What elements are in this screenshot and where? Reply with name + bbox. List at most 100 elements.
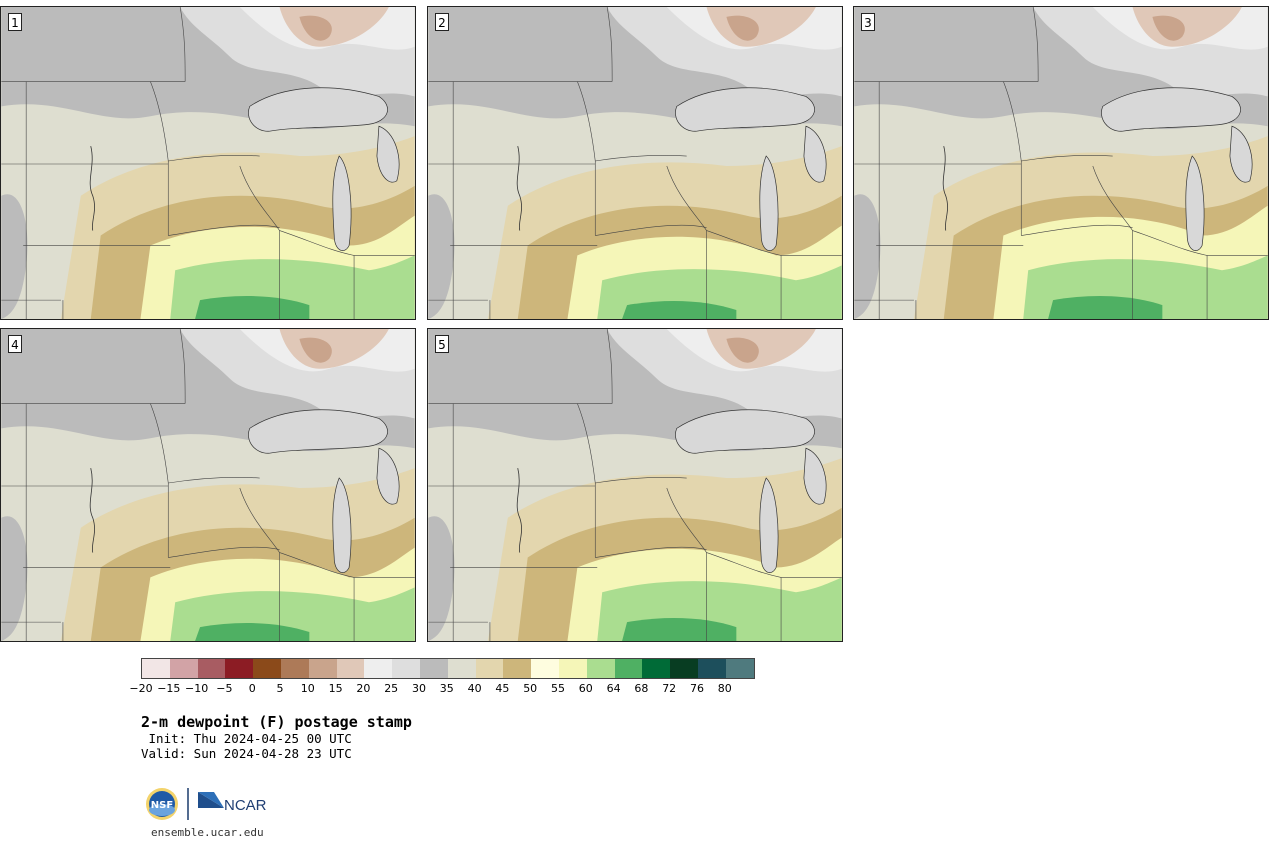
footer-url: ensemble.ucar.edu [151,826,264,839]
border-line [239,165,280,319]
colorbar-tick-labels: −20 −15 −10 −5 0 5 10 15 20 25 30 35 40 45 50 55 60 64 68 7… [129,682,757,696]
colorbar-tick: 15 [328,682,343,695]
border-line [666,165,707,319]
colorbar-swatch [586,659,615,678]
border-line [577,403,596,558]
west-gray [1,516,28,641]
dry-core [726,337,759,363]
nsf-logo-icon: NSF [146,788,178,820]
colorbar-swatch [614,659,643,678]
colorbar-tick: 68 [634,682,649,695]
lake-superior [675,409,815,454]
colorbar-swatch [697,659,726,678]
border-line [706,230,782,256]
colorbar-swatch [308,659,337,678]
border-line [239,487,280,641]
colorbar-tick: −10 [184,682,209,695]
colorbar-swatch [725,659,754,678]
lake-michigan [759,477,779,573]
stamp-panel-3: 3 [853,6,1269,320]
panel-number: 2 [435,13,449,31]
colorbar-tick: 10 [300,682,315,695]
colorbar-swatch [336,659,365,678]
border-line [168,477,260,484]
colorbar-tick: 25 [384,682,399,695]
lake-superior [1101,87,1241,132]
lake-huron [803,447,827,505]
dry-core [299,337,332,363]
logos: NSF NCAR [144,786,274,822]
border-line [168,224,280,236]
ncar-logo-icon: NCAR [198,792,267,814]
lake-superior [248,87,388,132]
colorbar-tick: 55 [551,682,565,695]
ncar-logo-text: NCAR [224,797,267,814]
lake-michigan [332,477,352,573]
border-line [179,329,186,404]
colorbar-tick: −15 [157,682,181,695]
colorbar-swatch [670,659,698,678]
border-line [150,403,169,558]
border-line [606,329,613,404]
border-line [168,155,260,162]
lake-michigan [759,155,779,251]
colorbar-swatch [225,659,254,678]
west-gray [428,194,455,319]
map-3 [854,7,1268,319]
colorbar-tick: 0 [248,682,256,695]
colorbar-tick: −20 [129,682,153,695]
colorbar-tick: −5 [216,682,233,695]
valid-time: Valid: Sun 2024-04-28 23 UTC [141,746,352,761]
colorbar-tick: 60 [578,682,593,695]
border-line [1021,155,1113,162]
lake-huron [803,125,827,183]
dark-green [1048,296,1163,319]
colorbar-tick: 35 [439,682,454,695]
border-line [666,487,707,641]
panel-number: 1 [8,13,22,31]
lake-michigan [332,155,352,251]
lake-huron [1229,125,1253,183]
lake-superior [248,409,388,454]
lake-huron [376,125,400,183]
colorbar-swatch [392,659,420,678]
dark-green [195,296,310,319]
nsf-logo-text: NSF [151,800,173,811]
border-line [1003,81,1022,236]
colorbar [141,658,755,679]
colorbar-tick: 80 [717,682,732,695]
dark-green [195,622,310,641]
colorbar-swatch [642,659,671,678]
border-line [179,7,186,82]
colorbar-tick: 30 [412,682,426,695]
stamp-panel-4: 4 [0,328,416,642]
map-1 [1,7,415,319]
dry-core [726,15,759,41]
stamp-panel-5: 5 [427,328,843,642]
panel-number: 5 [435,335,449,353]
border-line [577,81,596,236]
border-line [595,224,707,236]
river-line [942,146,948,231]
border-line [279,230,355,256]
colorbar-tick: 64 [606,682,621,695]
dry-core [299,15,332,41]
colorbar-swatch [531,659,559,678]
colorbar-tick: 72 [662,682,677,695]
dark-green [622,618,737,641]
west-gray [854,194,881,319]
border-line [1092,165,1133,319]
colorbar-swatch [503,659,532,678]
border-line [150,81,169,236]
border-line [606,7,613,82]
river-line [89,468,95,553]
stamp-panel-2: 2 [427,6,843,320]
colorbar-tick: 40 [467,682,482,695]
dry-core [1152,15,1185,41]
colorbar-tick: 50 [523,682,538,695]
colorbar-tick: 76 [690,682,704,695]
colorbar-swatch [447,659,476,678]
border-line [595,155,687,162]
colorbar-swatch [142,659,170,678]
west-gray [1,194,28,319]
